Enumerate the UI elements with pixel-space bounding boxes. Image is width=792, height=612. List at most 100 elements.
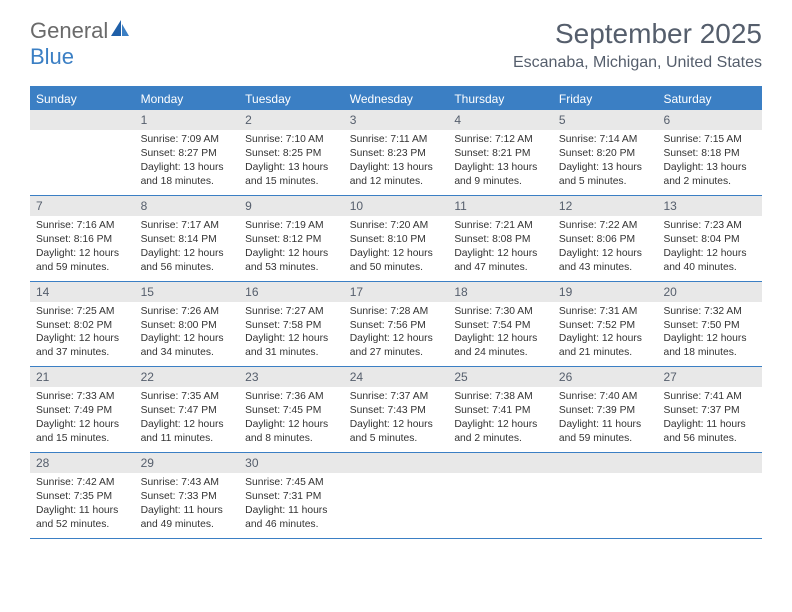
day-cell: 9Sunrise: 7:19 AMSunset: 8:12 PMDaylight… xyxy=(239,196,344,281)
daylight-text: Daylight: 12 hours and 40 minutes. xyxy=(663,247,756,275)
logo: General Blue xyxy=(30,18,131,70)
day-header-sat: Saturday xyxy=(657,88,762,110)
day-cell: 8Sunrise: 7:17 AMSunset: 8:14 PMDaylight… xyxy=(135,196,240,281)
daylight-text: Daylight: 12 hours and 47 minutes. xyxy=(454,247,547,275)
sunset-text: Sunset: 7:33 PM xyxy=(141,490,234,504)
day-number: 6 xyxy=(657,110,762,130)
sunset-text: Sunset: 8:18 PM xyxy=(663,147,756,161)
sunrise-text: Sunrise: 7:27 AM xyxy=(245,305,338,319)
sunrise-text: Sunrise: 7:21 AM xyxy=(454,219,547,233)
sunrise-text: Sunrise: 7:25 AM xyxy=(36,305,129,319)
daylight-text: Daylight: 12 hours and 21 minutes. xyxy=(559,332,652,360)
daylight-text: Daylight: 12 hours and 37 minutes. xyxy=(36,332,129,360)
sunrise-text: Sunrise: 7:16 AM xyxy=(36,219,129,233)
day-content: Sunrise: 7:43 AMSunset: 7:33 PMDaylight:… xyxy=(135,473,240,538)
daylight-text: Daylight: 12 hours and 50 minutes. xyxy=(350,247,443,275)
day-number: 19 xyxy=(553,282,658,302)
day-cell: 13Sunrise: 7:23 AMSunset: 8:04 PMDayligh… xyxy=(657,196,762,281)
logo-sail-icon xyxy=(109,18,131,38)
day-cell: 29Sunrise: 7:43 AMSunset: 7:33 PMDayligh… xyxy=(135,453,240,538)
sunset-text: Sunset: 8:10 PM xyxy=(350,233,443,247)
daylight-text: Daylight: 11 hours and 56 minutes. xyxy=(663,418,756,446)
day-header-sun: Sunday xyxy=(30,88,135,110)
day-content: Sunrise: 7:42 AMSunset: 7:35 PMDaylight:… xyxy=(30,473,135,538)
day-content: Sunrise: 7:14 AMSunset: 8:20 PMDaylight:… xyxy=(553,130,658,195)
sunrise-text: Sunrise: 7:35 AM xyxy=(141,390,234,404)
logo-text-general: General xyxy=(30,18,108,43)
day-cell: 11Sunrise: 7:21 AMSunset: 8:08 PMDayligh… xyxy=(448,196,553,281)
day-cell: 3Sunrise: 7:11 AMSunset: 8:23 PMDaylight… xyxy=(344,110,449,195)
sunset-text: Sunset: 8:14 PM xyxy=(141,233,234,247)
day-content: Sunrise: 7:17 AMSunset: 8:14 PMDaylight:… xyxy=(135,216,240,281)
day-number: 14 xyxy=(30,282,135,302)
day-content: Sunrise: 7:38 AMSunset: 7:41 PMDaylight:… xyxy=(448,387,553,452)
day-number: 2 xyxy=(239,110,344,130)
day-cell: 22Sunrise: 7:35 AMSunset: 7:47 PMDayligh… xyxy=(135,367,240,452)
day-cell xyxy=(344,453,449,538)
day-content: Sunrise: 7:26 AMSunset: 8:00 PMDaylight:… xyxy=(135,302,240,367)
empty-day-number xyxy=(657,453,762,473)
daylight-text: Daylight: 13 hours and 2 minutes. xyxy=(663,161,756,189)
day-number: 16 xyxy=(239,282,344,302)
sunrise-text: Sunrise: 7:32 AM xyxy=(663,305,756,319)
day-cell xyxy=(657,453,762,538)
week-row: 7Sunrise: 7:16 AMSunset: 8:16 PMDaylight… xyxy=(30,196,762,282)
calendar: Sunday Monday Tuesday Wednesday Thursday… xyxy=(30,86,762,539)
day-number: 8 xyxy=(135,196,240,216)
day-number: 15 xyxy=(135,282,240,302)
sunrise-text: Sunrise: 7:22 AM xyxy=(559,219,652,233)
day-header-thu: Thursday xyxy=(448,88,553,110)
day-number: 3 xyxy=(344,110,449,130)
sunrise-text: Sunrise: 7:45 AM xyxy=(245,476,338,490)
day-number: 17 xyxy=(344,282,449,302)
day-content: Sunrise: 7:09 AMSunset: 8:27 PMDaylight:… xyxy=(135,130,240,195)
day-content: Sunrise: 7:36 AMSunset: 7:45 PMDaylight:… xyxy=(239,387,344,452)
daylight-text: Daylight: 12 hours and 27 minutes. xyxy=(350,332,443,360)
daylight-text: Daylight: 13 hours and 9 minutes. xyxy=(454,161,547,189)
day-number: 20 xyxy=(657,282,762,302)
day-cell: 28Sunrise: 7:42 AMSunset: 7:35 PMDayligh… xyxy=(30,453,135,538)
week-row: 21Sunrise: 7:33 AMSunset: 7:49 PMDayligh… xyxy=(30,367,762,453)
sunset-text: Sunset: 8:02 PM xyxy=(36,319,129,333)
day-number: 21 xyxy=(30,367,135,387)
week-row: 28Sunrise: 7:42 AMSunset: 7:35 PMDayligh… xyxy=(30,453,762,539)
empty-day-number xyxy=(344,453,449,473)
daylight-text: Daylight: 11 hours and 46 minutes. xyxy=(245,504,338,532)
day-header-fri: Friday xyxy=(553,88,658,110)
day-cell: 4Sunrise: 7:12 AMSunset: 8:21 PMDaylight… xyxy=(448,110,553,195)
day-content: Sunrise: 7:28 AMSunset: 7:56 PMDaylight:… xyxy=(344,302,449,367)
day-cell xyxy=(30,110,135,195)
daylight-text: Daylight: 13 hours and 5 minutes. xyxy=(559,161,652,189)
day-cell: 15Sunrise: 7:26 AMSunset: 8:00 PMDayligh… xyxy=(135,282,240,367)
day-cell: 5Sunrise: 7:14 AMSunset: 8:20 PMDaylight… xyxy=(553,110,658,195)
day-content: Sunrise: 7:22 AMSunset: 8:06 PMDaylight:… xyxy=(553,216,658,281)
day-number: 27 xyxy=(657,367,762,387)
sunset-text: Sunset: 7:35 PM xyxy=(36,490,129,504)
day-cell: 16Sunrise: 7:27 AMSunset: 7:58 PMDayligh… xyxy=(239,282,344,367)
sunset-text: Sunset: 7:43 PM xyxy=(350,404,443,418)
sunset-text: Sunset: 7:52 PM xyxy=(559,319,652,333)
sunrise-text: Sunrise: 7:38 AM xyxy=(454,390,547,404)
daylight-text: Daylight: 13 hours and 12 minutes. xyxy=(350,161,443,189)
sunset-text: Sunset: 8:23 PM xyxy=(350,147,443,161)
sunrise-text: Sunrise: 7:37 AM xyxy=(350,390,443,404)
day-number: 25 xyxy=(448,367,553,387)
day-content: Sunrise: 7:11 AMSunset: 8:23 PMDaylight:… xyxy=(344,130,449,195)
daylight-text: Daylight: 12 hours and 59 minutes. xyxy=(36,247,129,275)
day-number: 11 xyxy=(448,196,553,216)
sunrise-text: Sunrise: 7:31 AM xyxy=(559,305,652,319)
daylight-text: Daylight: 12 hours and 15 minutes. xyxy=(36,418,129,446)
day-cell: 2Sunrise: 7:10 AMSunset: 8:25 PMDaylight… xyxy=(239,110,344,195)
sunset-text: Sunset: 7:49 PM xyxy=(36,404,129,418)
empty-day-number xyxy=(553,453,658,473)
day-cell: 24Sunrise: 7:37 AMSunset: 7:43 PMDayligh… xyxy=(344,367,449,452)
day-content: Sunrise: 7:19 AMSunset: 8:12 PMDaylight:… xyxy=(239,216,344,281)
day-cell: 26Sunrise: 7:40 AMSunset: 7:39 PMDayligh… xyxy=(553,367,658,452)
day-content: Sunrise: 7:27 AMSunset: 7:58 PMDaylight:… xyxy=(239,302,344,367)
logo-text-blue: Blue xyxy=(30,44,74,69)
day-cell xyxy=(448,453,553,538)
sunset-text: Sunset: 7:37 PM xyxy=(663,404,756,418)
day-number: 28 xyxy=(30,453,135,473)
day-number: 5 xyxy=(553,110,658,130)
sunrise-text: Sunrise: 7:26 AM xyxy=(141,305,234,319)
